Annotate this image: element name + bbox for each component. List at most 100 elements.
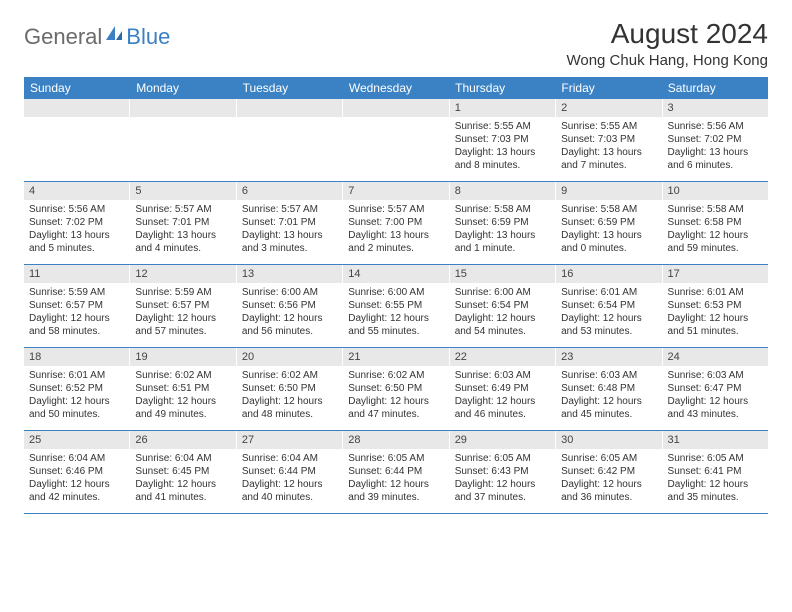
- sunrise-text: Sunrise: 6:02 AM: [135, 369, 230, 382]
- day-content: Sunrise: 5:55 AMSunset: 7:03 PMDaylight:…: [556, 117, 661, 177]
- daylight-text: and 8 minutes.: [455, 159, 550, 172]
- day-number: 26: [130, 431, 235, 449]
- daylight-text: Daylight: 12 hours: [668, 312, 763, 325]
- daylight-text: Daylight: 12 hours: [668, 478, 763, 491]
- day-content: Sunrise: 6:00 AMSunset: 6:54 PMDaylight:…: [450, 283, 555, 343]
- sunrise-text: Sunrise: 5:55 AM: [455, 120, 550, 133]
- daylight-text: Daylight: 12 hours: [348, 395, 443, 408]
- sunset-text: Sunset: 6:42 PM: [561, 465, 656, 478]
- sunrise-text: Sunrise: 5:59 AM: [29, 286, 124, 299]
- daylight-text: Daylight: 12 hours: [135, 312, 230, 325]
- day-content: Sunrise: 6:03 AMSunset: 6:48 PMDaylight:…: [556, 366, 661, 426]
- day-content: Sunrise: 5:59 AMSunset: 6:57 PMDaylight:…: [24, 283, 129, 343]
- day-cell: 22Sunrise: 6:03 AMSunset: 6:49 PMDayligh…: [450, 348, 556, 430]
- calendar-page: General Blue August 2024 Wong Chuk Hang,…: [0, 0, 792, 532]
- daylight-text: Daylight: 13 hours: [29, 229, 124, 242]
- day-cell: 28Sunrise: 6:05 AMSunset: 6:44 PMDayligh…: [343, 431, 449, 513]
- daylight-text: and 43 minutes.: [668, 408, 763, 421]
- sunrise-text: Sunrise: 6:00 AM: [455, 286, 550, 299]
- day-cell: 6Sunrise: 5:57 AMSunset: 7:01 PMDaylight…: [237, 182, 343, 264]
- daylight-text: Daylight: 12 hours: [561, 395, 656, 408]
- daylight-text: and 2 minutes.: [348, 242, 443, 255]
- day-cell-empty: [130, 99, 236, 181]
- day-content: Sunrise: 5:58 AMSunset: 6:59 PMDaylight:…: [556, 200, 661, 260]
- day-number: 19: [130, 348, 235, 366]
- day-number: 1: [450, 99, 555, 117]
- day-cell: 5Sunrise: 5:57 AMSunset: 7:01 PMDaylight…: [130, 182, 236, 264]
- day-header-row: SundayMondayTuesdayWednesdayThursdayFrid…: [24, 77, 768, 99]
- daylight-text: Daylight: 12 hours: [455, 395, 550, 408]
- month-title: August 2024: [566, 18, 768, 50]
- daylight-text: and 51 minutes.: [668, 325, 763, 338]
- sunset-text: Sunset: 6:50 PM: [242, 382, 337, 395]
- week-row: 25Sunrise: 6:04 AMSunset: 6:46 PMDayligh…: [24, 431, 768, 514]
- daylight-text: Daylight: 12 hours: [29, 478, 124, 491]
- daylight-text: and 40 minutes.: [242, 491, 337, 504]
- day-cell: 14Sunrise: 6:00 AMSunset: 6:55 PMDayligh…: [343, 265, 449, 347]
- sunrise-text: Sunrise: 6:03 AM: [561, 369, 656, 382]
- day-cell: 1Sunrise: 5:55 AMSunset: 7:03 PMDaylight…: [450, 99, 556, 181]
- sunset-text: Sunset: 6:55 PM: [348, 299, 443, 312]
- daylight-text: Daylight: 13 hours: [135, 229, 230, 242]
- day-cell: 12Sunrise: 5:59 AMSunset: 6:57 PMDayligh…: [130, 265, 236, 347]
- day-content: Sunrise: 5:57 AMSunset: 7:01 PMDaylight:…: [130, 200, 235, 260]
- day-content: Sunrise: 5:57 AMSunset: 7:00 PMDaylight:…: [343, 200, 448, 260]
- day-number: 29: [450, 431, 555, 449]
- day-header-tuesday: Tuesday: [237, 77, 343, 99]
- day-cell: 29Sunrise: 6:05 AMSunset: 6:43 PMDayligh…: [450, 431, 556, 513]
- day-content: Sunrise: 6:05 AMSunset: 6:42 PMDaylight:…: [556, 449, 661, 509]
- sunrise-text: Sunrise: 5:56 AM: [668, 120, 763, 133]
- sunrise-text: Sunrise: 5:57 AM: [348, 203, 443, 216]
- day-number: 16: [556, 265, 661, 283]
- location: Wong Chuk Hang, Hong Kong: [566, 52, 768, 69]
- day-number: 28: [343, 431, 448, 449]
- sunset-text: Sunset: 7:01 PM: [135, 216, 230, 229]
- daylight-text: and 7 minutes.: [561, 159, 656, 172]
- day-number: [237, 99, 342, 117]
- sunrise-text: Sunrise: 6:04 AM: [29, 452, 124, 465]
- daylight-text: and 53 minutes.: [561, 325, 656, 338]
- sunrise-text: Sunrise: 6:00 AM: [242, 286, 337, 299]
- day-content: Sunrise: 6:03 AMSunset: 6:47 PMDaylight:…: [663, 366, 768, 426]
- day-cell: 2Sunrise: 5:55 AMSunset: 7:03 PMDaylight…: [556, 99, 662, 181]
- daylight-text: and 46 minutes.: [455, 408, 550, 421]
- day-cell: 10Sunrise: 5:58 AMSunset: 6:58 PMDayligh…: [663, 182, 768, 264]
- sunrise-text: Sunrise: 5:57 AM: [242, 203, 337, 216]
- day-cell-empty: [24, 99, 130, 181]
- sunset-text: Sunset: 6:54 PM: [561, 299, 656, 312]
- day-content: Sunrise: 6:02 AMSunset: 6:50 PMDaylight:…: [237, 366, 342, 426]
- sunset-text: Sunset: 7:03 PM: [561, 133, 656, 146]
- day-number: 31: [663, 431, 768, 449]
- day-content: Sunrise: 5:55 AMSunset: 7:03 PMDaylight:…: [450, 117, 555, 177]
- logo-text-2: Blue: [126, 24, 170, 50]
- sunset-text: Sunset: 6:59 PM: [455, 216, 550, 229]
- day-number: 23: [556, 348, 661, 366]
- sunrise-text: Sunrise: 6:02 AM: [242, 369, 337, 382]
- daylight-text: Daylight: 12 hours: [29, 395, 124, 408]
- day-cell: 9Sunrise: 5:58 AMSunset: 6:59 PMDaylight…: [556, 182, 662, 264]
- day-number: 22: [450, 348, 555, 366]
- daylight-text: and 36 minutes.: [561, 491, 656, 504]
- daylight-text: Daylight: 13 hours: [668, 146, 763, 159]
- daylight-text: and 1 minute.: [455, 242, 550, 255]
- sunset-text: Sunset: 6:58 PM: [668, 216, 763, 229]
- sunrise-text: Sunrise: 6:01 AM: [561, 286, 656, 299]
- day-number: 9: [556, 182, 661, 200]
- page-header: General Blue August 2024 Wong Chuk Hang,…: [24, 18, 768, 69]
- sunrise-text: Sunrise: 6:03 AM: [668, 369, 763, 382]
- day-content: Sunrise: 6:05 AMSunset: 6:41 PMDaylight:…: [663, 449, 768, 509]
- day-content: Sunrise: 6:00 AMSunset: 6:56 PMDaylight:…: [237, 283, 342, 343]
- day-cell: 30Sunrise: 6:05 AMSunset: 6:42 PMDayligh…: [556, 431, 662, 513]
- sunset-text: Sunset: 6:41 PM: [668, 465, 763, 478]
- sunrise-text: Sunrise: 5:58 AM: [455, 203, 550, 216]
- day-content: Sunrise: 5:58 AMSunset: 6:58 PMDaylight:…: [663, 200, 768, 260]
- day-number: 6: [237, 182, 342, 200]
- sunrise-text: Sunrise: 6:05 AM: [668, 452, 763, 465]
- daylight-text: and 48 minutes.: [242, 408, 337, 421]
- day-cell: 3Sunrise: 5:56 AMSunset: 7:02 PMDaylight…: [663, 99, 768, 181]
- sunset-text: Sunset: 6:52 PM: [29, 382, 124, 395]
- day-number: 15: [450, 265, 555, 283]
- daylight-text: and 50 minutes.: [29, 408, 124, 421]
- day-number: 20: [237, 348, 342, 366]
- sunset-text: Sunset: 6:45 PM: [135, 465, 230, 478]
